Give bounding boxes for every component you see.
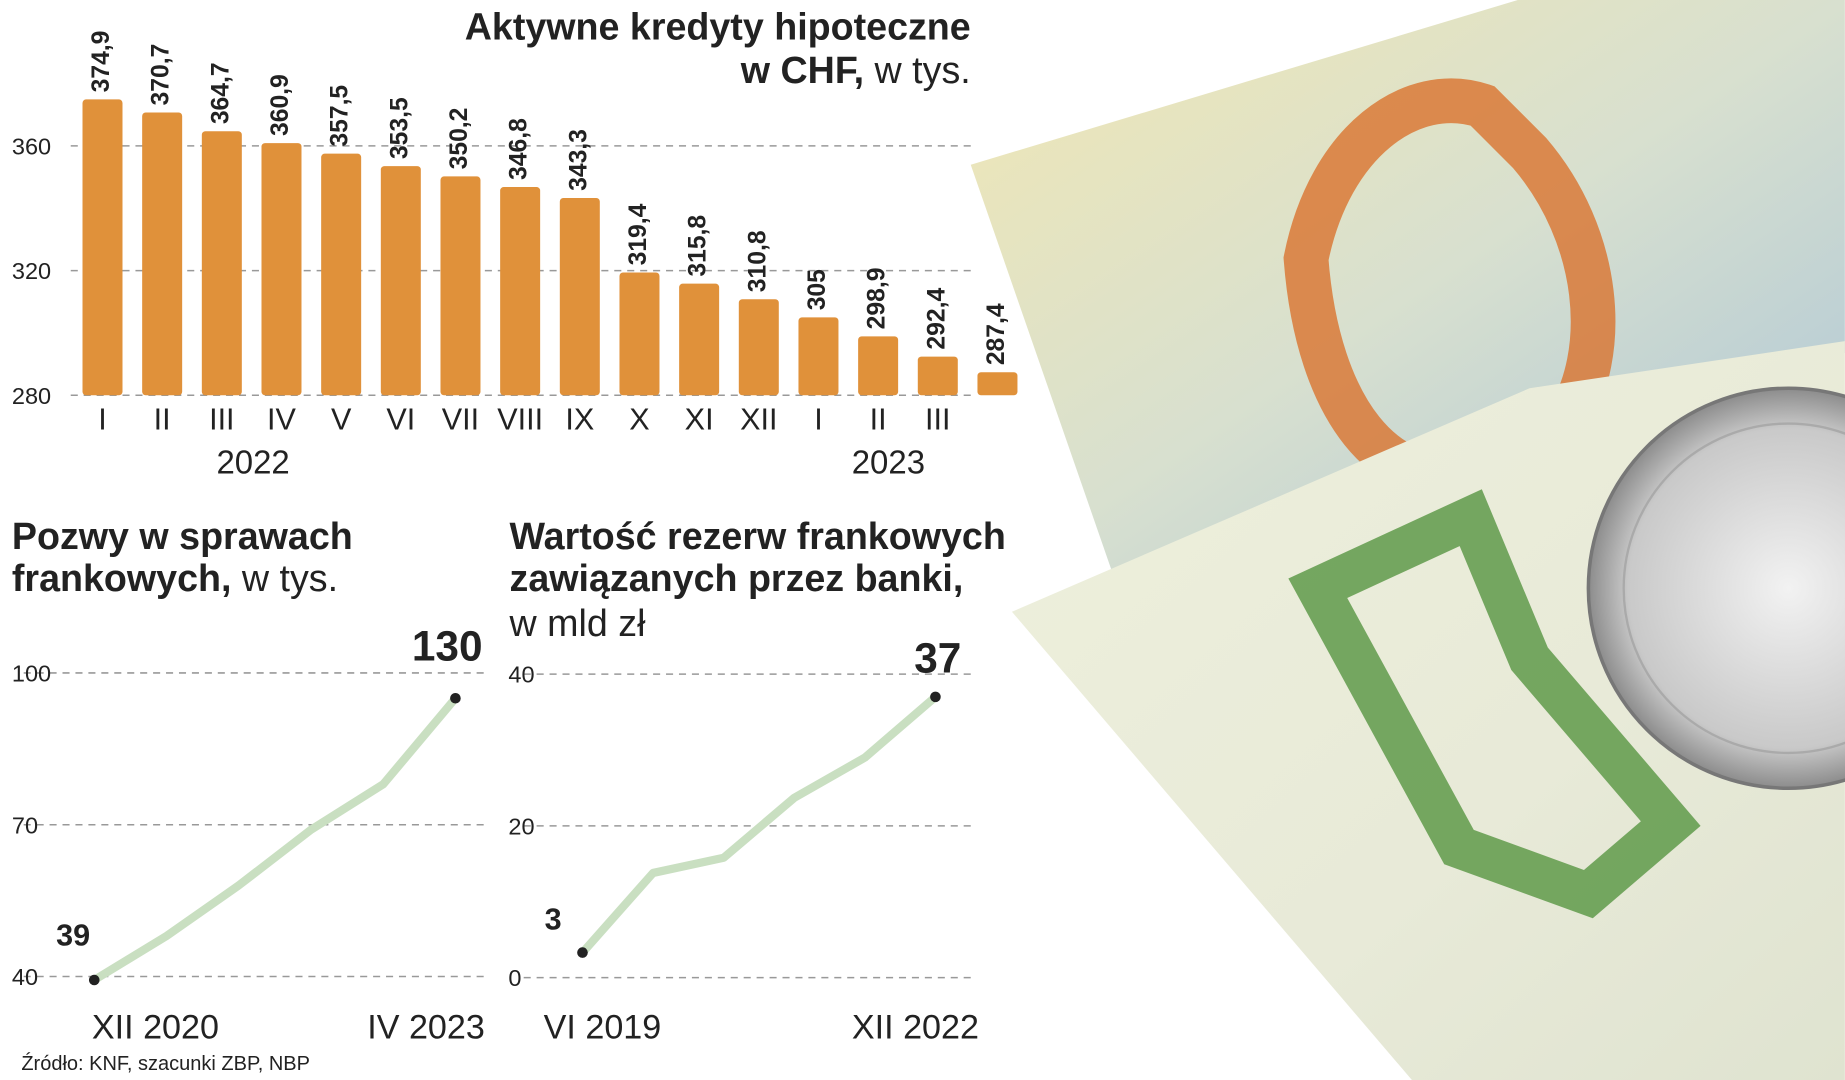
value-label: 374,9 xyxy=(88,31,115,93)
bar xyxy=(917,356,958,396)
bar xyxy=(679,283,720,396)
value-label: 292,4 xyxy=(923,288,950,350)
bar xyxy=(321,153,362,396)
x-tick-label: XI xyxy=(685,402,714,436)
x-tick-label: VII xyxy=(442,402,479,436)
endpoint-dot xyxy=(577,947,588,958)
endpoint-dot xyxy=(88,974,100,986)
value-label: 319,4 xyxy=(625,203,652,265)
chart-title: zawiązanych przez banki, xyxy=(510,557,964,599)
title-unit: w tys. xyxy=(874,49,971,91)
chart-title: w CHF, w tys. xyxy=(740,49,971,91)
x-tick-label: II xyxy=(870,402,887,436)
group-label: 2022 xyxy=(216,443,289,480)
y-tick-label: 360 xyxy=(12,133,51,159)
annotation: 39 xyxy=(56,919,90,953)
value-label: 364,7 xyxy=(207,62,234,124)
title-line: Aktywne kredyty hipoteczne xyxy=(465,5,971,47)
bar xyxy=(500,187,541,396)
bar xyxy=(858,336,899,396)
value-label: 346,8 xyxy=(506,118,533,180)
value-label: 360,9 xyxy=(267,74,294,136)
bar xyxy=(619,272,660,396)
title-line: zawiązanych przez banki, xyxy=(510,557,964,599)
value-label: 298,9 xyxy=(864,268,891,330)
chart-title: Wartość rezerw frankowych xyxy=(510,515,1006,557)
bar xyxy=(738,299,779,396)
x-tick-label: I xyxy=(98,402,106,436)
source: Źródło: KNF, szacunki ZBP, NBP xyxy=(21,1052,310,1075)
value-label: 287,4 xyxy=(983,303,1010,365)
title-unit: w tys. xyxy=(241,557,338,599)
x-tick-label: IV 2023 xyxy=(367,1008,485,1046)
x-tick-label: IV xyxy=(267,402,296,436)
endpoint-dot xyxy=(450,692,461,704)
x-tick-label: IX xyxy=(565,402,594,436)
value-label: 370,7 xyxy=(148,44,175,106)
value-label: 310,8 xyxy=(744,230,771,292)
x-tick-label: I xyxy=(814,402,823,436)
x-tick-label: XII 2022 xyxy=(852,1008,979,1046)
bar xyxy=(142,112,183,396)
title-line: Pozwy w sprawach xyxy=(12,515,353,557)
value-label: 315,8 xyxy=(685,215,712,277)
y-tick-label: 0 xyxy=(508,965,521,991)
x-tick-label: III xyxy=(925,402,951,436)
y-tick-label: 280 xyxy=(12,383,51,409)
group-label: 2023 xyxy=(852,443,925,480)
annotation: 3 xyxy=(545,902,562,936)
title-line: Wartość rezerw frankowych xyxy=(510,515,1006,557)
bar xyxy=(798,317,839,396)
chart-title: Aktywne kredyty hipoteczne xyxy=(465,5,971,47)
x-tick-label: II xyxy=(154,402,171,436)
chart-title: frankowych, w tys. xyxy=(12,557,338,599)
value-label: 343,3 xyxy=(565,129,592,191)
bar xyxy=(380,166,421,396)
x-tick-label: XII 2020 xyxy=(92,1008,219,1046)
x-tick-label: X xyxy=(629,402,649,436)
value-label: 305 xyxy=(804,269,831,310)
value-label: 357,5 xyxy=(327,85,354,147)
x-tick-label: VI 2019 xyxy=(544,1008,662,1046)
bar xyxy=(201,131,242,396)
y-tick-label: 40 xyxy=(12,964,38,990)
photo-banknotes xyxy=(970,0,1845,1080)
y-tick-label: 40 xyxy=(508,662,534,688)
line xyxy=(90,694,460,985)
x-tick-label: XII xyxy=(740,402,777,436)
bar xyxy=(261,143,302,396)
title-line: frankowych, xyxy=(12,557,232,599)
x-tick-label: VIII xyxy=(497,402,543,436)
chart-title: Pozwy w sprawach xyxy=(12,515,353,557)
title-line: w CHF, xyxy=(740,49,864,91)
bar xyxy=(82,99,123,396)
x-tick-label: VI xyxy=(386,402,415,436)
value-label: 350,2 xyxy=(446,108,473,170)
annotation: 130 xyxy=(412,623,483,670)
x-tick-label: V xyxy=(331,402,352,436)
x-tick-label: III xyxy=(209,402,235,436)
title-unit: w mld zł xyxy=(509,602,647,644)
bar xyxy=(559,197,600,396)
y-tick-label: 320 xyxy=(12,258,51,284)
bar xyxy=(977,372,1018,396)
y-tick-label: 100 xyxy=(12,661,51,687)
line xyxy=(578,692,940,957)
y-tick-label: 20 xyxy=(508,813,534,839)
annotation: 37 xyxy=(914,634,961,681)
bar xyxy=(440,176,481,396)
endpoint-dot xyxy=(930,691,941,703)
y-tick-label: 70 xyxy=(12,812,38,838)
value-label: 353,5 xyxy=(386,97,413,159)
